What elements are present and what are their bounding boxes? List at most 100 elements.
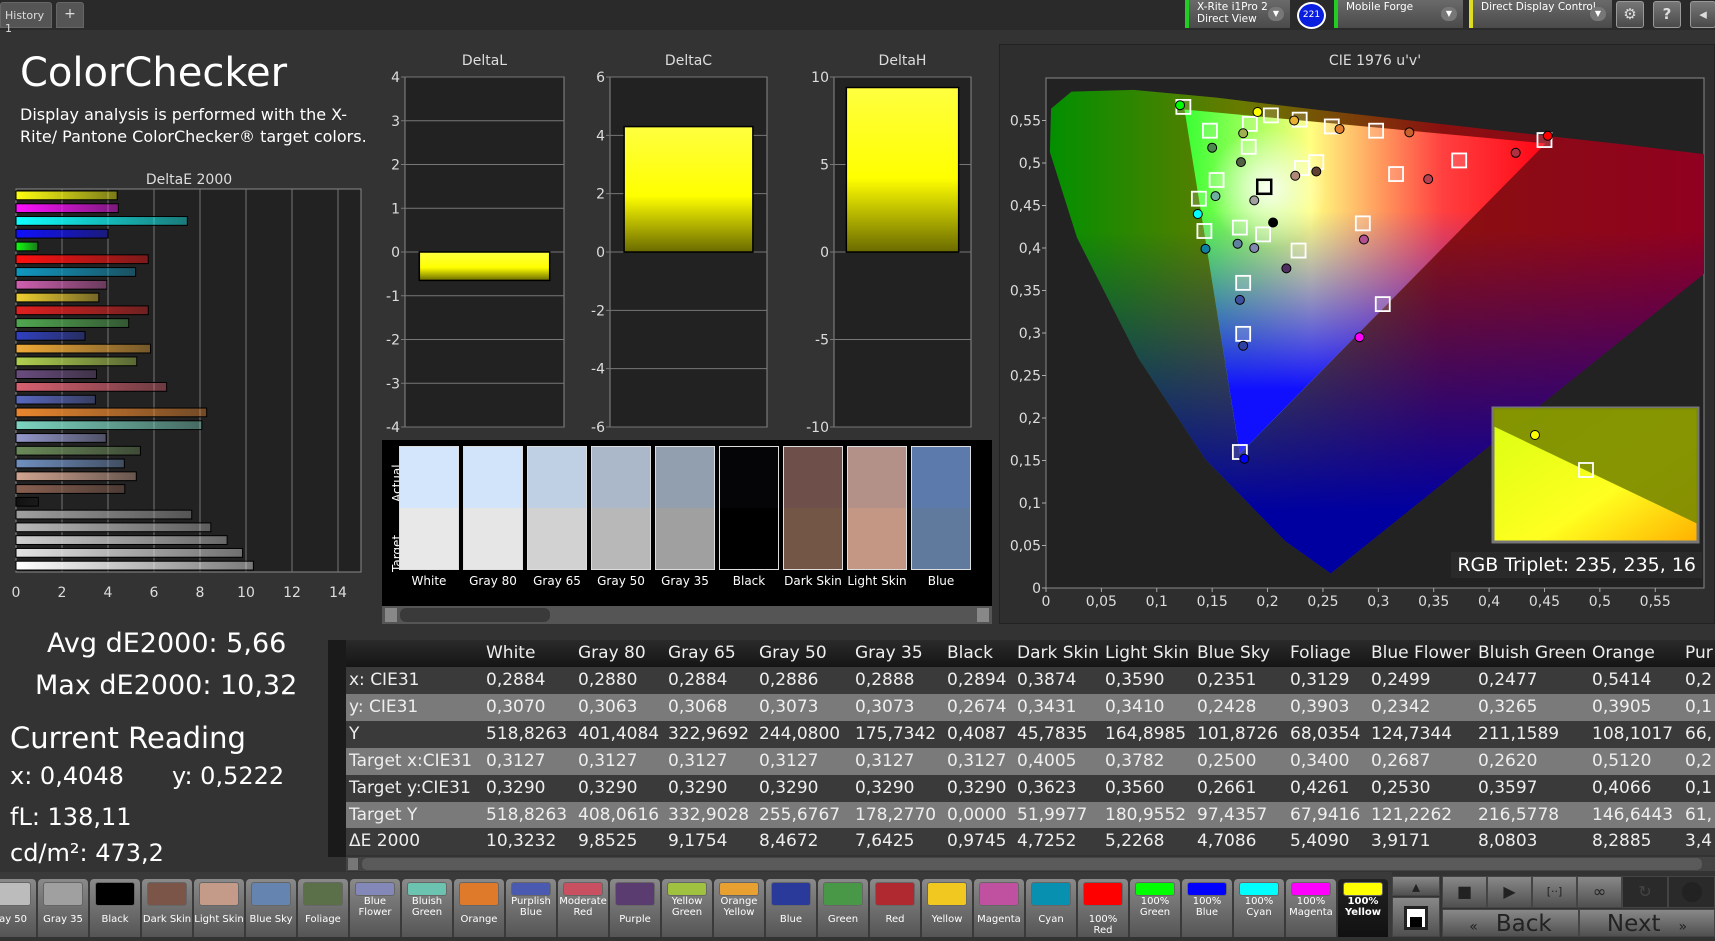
patch-button[interactable]: Black (90, 879, 140, 937)
measured-point (1423, 174, 1434, 185)
column-header[interactable]: Orange (1592, 643, 1655, 663)
swatch-label: Black (732, 574, 766, 588)
swatch-gray-35[interactable] (655, 446, 715, 570)
scroll-left-icon[interactable] (385, 608, 397, 622)
measured-point (1200, 243, 1211, 254)
patch-button[interactable]: Foliage (298, 879, 348, 937)
swatch-gray-50[interactable] (591, 446, 651, 570)
play-icon[interactable]: ▶ (1487, 876, 1532, 908)
patch-button[interactable]: Blue Sky (246, 879, 296, 937)
refresh-icon[interactable]: ↻ (1622, 876, 1668, 908)
table-row: Y 518,8263 401,4084 322,9692 244,0800 175,734… (346, 720, 1715, 748)
patch-button[interactable]: Light Skin (194, 879, 244, 937)
patch-button[interactable]: Green (818, 879, 868, 937)
measured-point (1175, 100, 1186, 111)
measured-point (1192, 209, 1203, 219)
patch-button[interactable]: Yellow Green (662, 879, 712, 937)
table-cell: 0,3127 (668, 750, 728, 771)
patch-button[interactable]: Red (870, 879, 920, 937)
patch-button[interactable]: Gray 35 (38, 879, 88, 937)
patch-button[interactable]: Cyan (1026, 879, 1076, 937)
scrollbar-thumb[interactable] (362, 858, 1702, 870)
help-button[interactable]: ? (1653, 1, 1681, 28)
table-cell: 216,5778 (1478, 804, 1560, 825)
patch-button[interactable]: Orange (454, 879, 504, 937)
patch-button[interactable]: Bluish Green (402, 879, 452, 937)
arrow-left-icon[interactable]: ◂ (1690, 1, 1715, 28)
column-header[interactable]: Gray 35 (855, 643, 923, 663)
table-cell: 0,3560 (1105, 777, 1165, 798)
patch-button[interactable]: 100% Magenta (1286, 879, 1336, 937)
swatch-light-skin[interactable] (847, 446, 907, 570)
meter-badge[interactable]: 221 (1297, 2, 1326, 29)
column-header[interactable]: Bluish Green (1478, 643, 1587, 663)
patch-button[interactable]: Yellow (922, 879, 972, 937)
x-tick-label: 0,3 (1367, 594, 1389, 610)
patch-button[interactable]: Blue (766, 879, 816, 937)
scroll-right-icon[interactable] (977, 608, 989, 622)
back-button[interactable]: « Back (1442, 909, 1579, 937)
swatch-black[interactable] (719, 446, 779, 570)
swatch-scrollbar[interactable] (382, 606, 992, 624)
stop-icon[interactable]: ■ (1442, 876, 1487, 908)
column-header[interactable]: Foliage (1290, 643, 1351, 663)
swatch-gray-65[interactable] (527, 446, 587, 570)
column-header[interactable]: Dark Skin (1017, 643, 1099, 663)
next-button[interactable]: Next » (1579, 909, 1715, 937)
stop-square-icon[interactable] (1392, 897, 1440, 937)
swatch-blue[interactable] (911, 446, 971, 570)
column-header[interactable]: Light Skin (1105, 643, 1189, 663)
table-cell: 51,9977 (1017, 804, 1088, 825)
table-cell: 0,3127 (759, 750, 819, 771)
scroll-left-icon[interactable] (348, 858, 358, 870)
target-marker (1293, 160, 1310, 176)
swatch-white[interactable] (399, 446, 459, 570)
meter-dropdown[interactable]: X-Rite i1Pro 2 Direct View ▼ (1185, 0, 1290, 28)
patch-button[interactable]: 100% Yellow (1338, 879, 1388, 937)
y-tick-label: 0,1 (1019, 496, 1041, 512)
column-header[interactable]: White (486, 643, 536, 663)
patch-button[interactable]: Purplish Blue (506, 879, 556, 937)
scrollbar-thumb[interactable] (400, 608, 550, 622)
measured-point (1334, 124, 1345, 134)
patch-button[interactable]: 100% Blue (1182, 879, 1232, 937)
table-cell: 0,5120 (1592, 750, 1652, 771)
gear-icon[interactable]: ⚙ (1616, 1, 1644, 28)
add-tab-button[interactable]: + (56, 2, 84, 28)
column-header[interactable]: Gray 80 (578, 643, 646, 663)
swatch-dark-skin[interactable] (783, 446, 843, 570)
deltal-bar (418, 251, 551, 282)
column-header[interactable]: Blue Sky (1197, 643, 1271, 663)
patch-button[interactable]: Blue Flower (350, 879, 400, 937)
swatch-gray-80[interactable] (463, 446, 523, 570)
column-header[interactable]: Black (947, 643, 993, 663)
current-reading-heading: Current Reading (10, 721, 246, 755)
patch-button[interactable]: 100% Green (1130, 879, 1180, 937)
patch-button[interactable]: 100% Cyan (1234, 879, 1284, 937)
patch-button[interactable]: Moderate Red (558, 879, 608, 937)
scroll-up-icon[interactable]: ▴ (1392, 876, 1440, 896)
record-icon[interactable] (1668, 876, 1715, 908)
tab-history-1[interactable]: History 1 (0, 2, 52, 35)
column-header[interactable]: Gray 65 (668, 643, 736, 663)
column-header[interactable]: Blue Flower (1371, 643, 1471, 663)
patch-color (719, 882, 759, 896)
fullscreen-icon[interactable]: [··] (1532, 876, 1577, 908)
loop-icon[interactable]: ∞ (1577, 876, 1622, 908)
patch-button[interactable]: Dark Skin (142, 879, 192, 937)
source-dropdown[interactable]: Mobile Forge ▼ (1334, 0, 1463, 28)
patch-button[interactable]: Magenta (974, 879, 1024, 937)
patch-label: 100% Blue (1192, 896, 1222, 918)
patch-button[interactable]: ray 50 (0, 879, 36, 937)
column-header[interactable]: Gray 50 (759, 643, 827, 663)
column-header[interactable]: Pur (1685, 643, 1713, 663)
patch-button[interactable]: Orange Yellow (714, 879, 764, 937)
x-tick-label: 4 (104, 585, 113, 601)
patch-color (979, 882, 1019, 906)
patch-button[interactable]: Purple (610, 879, 660, 937)
table-scrollbar[interactable] (346, 857, 1715, 871)
patch-button[interactable]: 100% Red (1078, 879, 1128, 937)
control-dropdown[interactable]: Direct Display Control ▼ (1469, 0, 1612, 28)
bar-gray-65 (15, 535, 228, 545)
table-cell: 5,4090 (1290, 831, 1350, 852)
